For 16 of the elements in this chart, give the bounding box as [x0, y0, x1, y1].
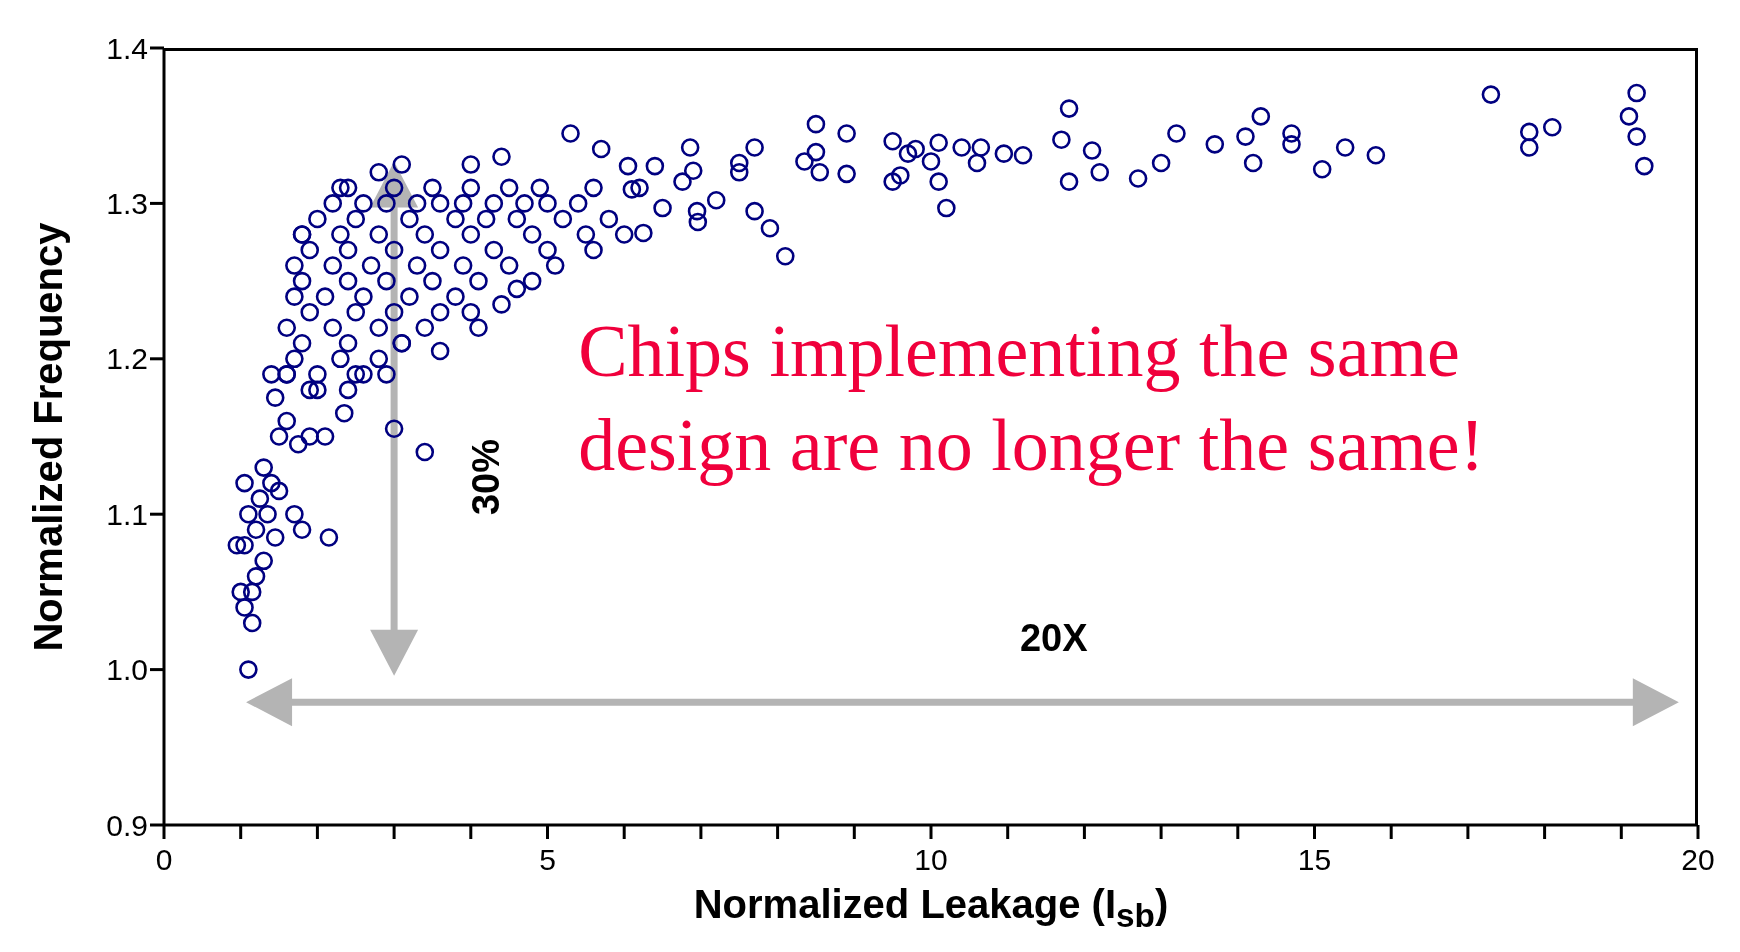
x-tick-label: 20 — [1681, 843, 1715, 877]
y-tick-label: 0.9 — [106, 808, 148, 842]
x-axis-title: Normalized Leakage (I$_{sb}$) — [692, 882, 1170, 935]
y-axis-title: Normalized Frequency — [25, 221, 71, 653]
x-tick-label: 0 — [155, 843, 173, 877]
x-tick-label: 10 — [914, 843, 948, 877]
x-tick-label: 5 — [539, 843, 556, 877]
annotation: 20X — [1018, 616, 1089, 660]
y-tick-label: 1.3 — [106, 187, 148, 221]
x-tick-label: 15 — [1297, 843, 1332, 877]
y-tick-label: 1.2 — [106, 342, 148, 376]
y-tick-label: 1.0 — [106, 653, 148, 687]
y-tick-label: 1.4 — [106, 31, 148, 65]
annotation: 30% — [464, 437, 509, 517]
y-tick-label: 1.1 — [106, 497, 148, 531]
annotation: Chips implementing the same design are no longer the same! — [578, 309, 1486, 489]
